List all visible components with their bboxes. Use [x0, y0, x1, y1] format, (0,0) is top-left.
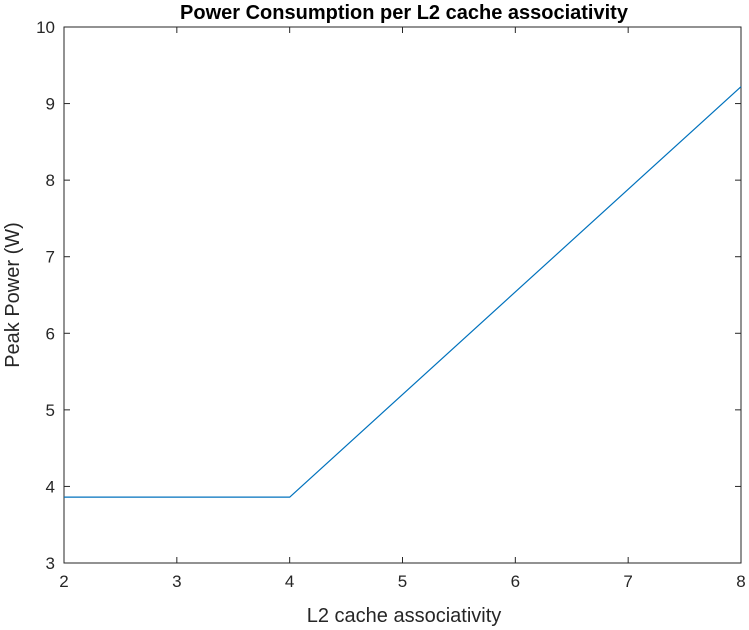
- x-tick-label: 8: [736, 572, 745, 591]
- y-tick-label: 10: [36, 18, 55, 37]
- y-axis-label: Peak Power (W): [2, 222, 24, 368]
- x-tick-label: 3: [172, 572, 181, 591]
- series-line: [64, 86, 742, 498]
- x-axis-label: L2 cache associativity: [307, 605, 502, 627]
- y-tick-label: 6: [46, 324, 55, 343]
- chart-title: Power Consumption per L2 cache associati…: [180, 2, 629, 24]
- y-tick-label: 8: [46, 171, 55, 190]
- x-tick-label: 4: [285, 572, 294, 591]
- x-tick-label: 2: [59, 572, 68, 591]
- y-tick-label: 3: [46, 554, 55, 573]
- x-tick-label: 5: [398, 572, 407, 591]
- y-tick-label: 9: [46, 95, 55, 114]
- x-tick-label: 6: [511, 572, 520, 591]
- y-tick-label: 7: [46, 248, 55, 267]
- y-tick-label: 5: [46, 401, 55, 420]
- x-tick-label: 7: [623, 572, 632, 591]
- y-tick-label: 4: [46, 477, 55, 496]
